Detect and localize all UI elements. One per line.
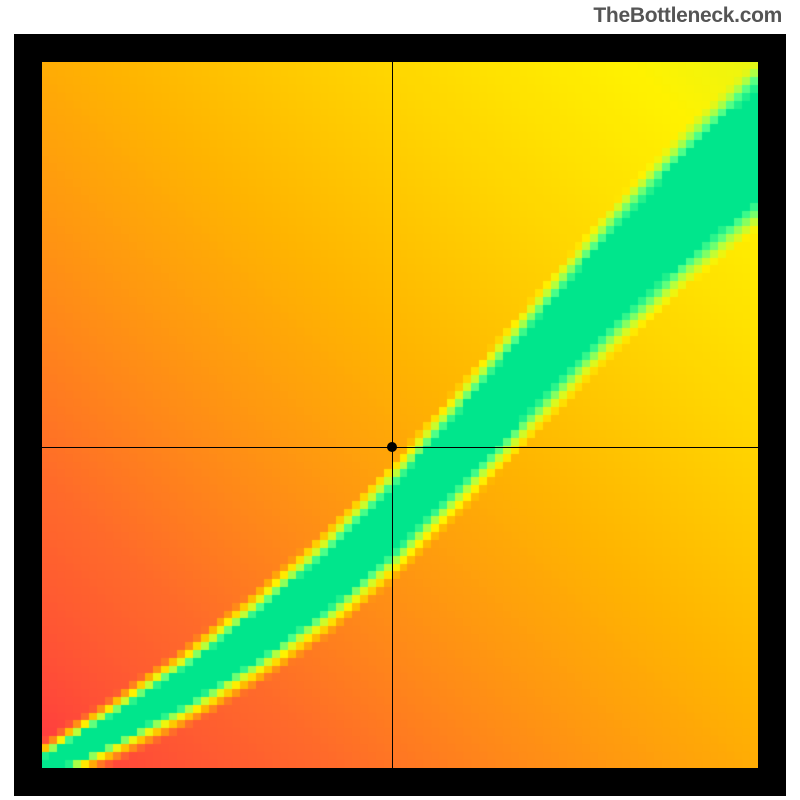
heatmap-canvas [42, 62, 758, 768]
crosshair-horizontal [42, 447, 758, 448]
attribution-text: TheBottleneck.com [593, 4, 782, 28]
bottleneck-heatmap [14, 34, 786, 796]
page-root: TheBottleneck.com [0, 0, 800, 800]
crosshair-marker [387, 442, 397, 452]
crosshair-vertical [392, 62, 393, 768]
